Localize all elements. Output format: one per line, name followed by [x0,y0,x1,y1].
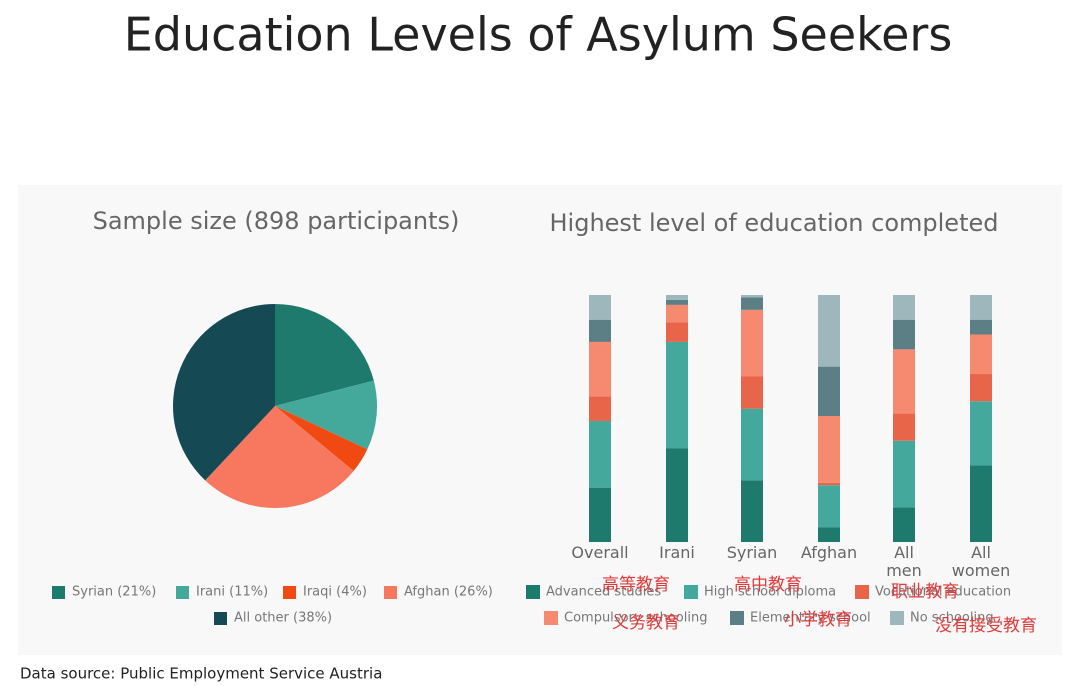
bar-segment [589,295,611,320]
pie-slice [275,304,374,406]
bar-segment [741,480,763,542]
pie-slice [172,304,275,481]
bar-segment [741,309,763,377]
legend-swatch [684,585,698,599]
bar-segment [970,374,992,402]
bar-segment [893,440,915,508]
annotation: 没有接受教育 [935,616,1037,636]
x-tick-label: All men [886,543,922,580]
pie-title: Sample size (898 participants) [93,207,460,235]
bar-segment [970,401,992,466]
bar-segment [970,465,992,542]
legend-label: Vocational education [875,585,1011,600]
annotation: 高中教育 [734,575,802,595]
bar-segment [893,413,915,441]
bar-segment [970,295,992,320]
legend-label: Iraqi (4%) [303,585,367,600]
bar-segment [741,297,763,310]
legend-swatch [855,585,869,599]
bar-segment [666,299,688,305]
legend-swatch [384,586,397,599]
bar-segment [666,304,688,323]
bar-segment [666,448,688,542]
bar-segment [666,322,688,342]
legend-label: Irani (11%) [196,585,268,600]
legend-label: Afghan (26%) [404,585,493,600]
legend-swatch [526,585,540,599]
bar-segment [818,485,840,528]
legend-swatch [730,611,744,625]
x-tick-label: Syrian [727,543,778,562]
legend-label: High school diploma [704,585,836,600]
bar-segment [589,319,611,342]
x-tick-label: All women [952,543,1010,580]
annotation: 小学教育 [784,610,852,630]
legend-swatch [52,586,65,599]
bar-segment [589,396,611,421]
bar-segment [893,349,915,414]
legend-swatch [283,586,296,599]
legend-label: No schooling [910,611,994,626]
bar-segment [893,319,915,350]
legend-label: All other (38%) [234,611,332,626]
bar-segment [741,295,763,298]
bar-segment [818,366,840,417]
x-tick-label: Afghan [801,543,857,562]
bar-segment [589,487,611,542]
legend-label: Elementary school [750,611,871,626]
legend-swatch [176,586,189,599]
pie-slice [205,406,354,509]
bar-segment [741,408,763,481]
bar-segment [818,527,840,542]
legend-swatch [544,611,558,625]
annotation: 职业教育 [891,582,959,602]
bar-segment [666,295,688,300]
bar-segment [818,295,840,367]
x-tick-label: Overall [571,543,628,562]
legend-swatch [890,611,904,625]
bar-segment [589,420,611,488]
source: Data source: Public Employment Service A… [20,665,382,683]
bar-segment [818,482,840,486]
bar-segment [741,376,763,409]
bar-segment [970,319,992,335]
pie-slice [275,406,368,472]
bar-segment [818,416,840,483]
bar-segment [666,341,688,449]
bar-segment [893,507,915,542]
annotation: 高等教育 [602,575,670,595]
bar-segment [893,295,915,320]
page-title: Education Levels of Asylum Seekers [124,8,953,62]
annotation: 义务教育 [612,613,680,633]
legend-label: Compulsory schooling [564,611,707,626]
legend-swatch [214,612,227,625]
legend-label: Advanced studies [546,585,661,600]
pie-slice [275,380,377,450]
bar-segment [589,341,611,397]
bar-segment [970,334,992,375]
legend-label: Syrian (21%) [72,585,156,600]
bar-title: Highest level of education completed [550,209,999,237]
x-tick-label: Irani [659,543,695,562]
